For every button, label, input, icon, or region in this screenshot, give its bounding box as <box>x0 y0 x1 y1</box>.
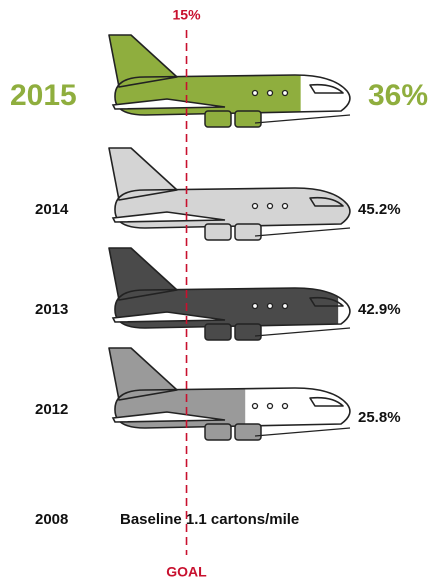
plane-tail <box>108 247 178 301</box>
plane-window <box>266 402 274 410</box>
plane-body <box>114 74 351 116</box>
plane-body <box>114 287 351 329</box>
plane-cockpit <box>309 396 344 407</box>
category-label: 2014 <box>35 201 69 218</box>
plane-shadow <box>254 227 351 237</box>
plane-shadow <box>254 327 351 337</box>
plane-body <box>114 187 351 229</box>
plane <box>108 34 351 128</box>
value-label: 45.2% <box>358 201 401 218</box>
value-label: 42.9% <box>358 301 401 318</box>
category-label: 2012 <box>35 401 68 418</box>
plane <box>108 347 351 441</box>
plane-engine <box>204 110 232 128</box>
plane-window <box>281 302 289 310</box>
category-label: 2015 <box>10 79 77 112</box>
plane <box>108 147 351 241</box>
plane-wing <box>111 211 226 223</box>
plane-cockpit <box>309 296 344 307</box>
plane-engine <box>234 110 262 128</box>
plane-window <box>251 302 259 310</box>
goal-label: GOAL <box>166 564 207 580</box>
plane-window <box>266 302 274 310</box>
plane-engine <box>234 323 262 341</box>
plane-wing <box>111 311 226 323</box>
plane-shadow <box>254 427 351 437</box>
plane-window <box>251 402 259 410</box>
plane-window <box>281 202 289 210</box>
plane-tail <box>108 34 178 88</box>
plane-window <box>281 89 289 97</box>
plane-tail <box>108 147 178 201</box>
plane-engine <box>234 423 262 441</box>
plane-shadow <box>254 114 351 124</box>
baseline-label: Baseline 1.1 cartons/mile <box>120 511 299 528</box>
goal-value-label: 15% <box>173 7 202 23</box>
plane-engine <box>234 223 262 241</box>
value-label: 25.8% <box>358 409 401 426</box>
category-label: 2013 <box>35 301 68 318</box>
baseline-category: 2008 <box>35 511 68 528</box>
plane-engine <box>204 223 232 241</box>
plane-body <box>114 387 351 429</box>
plane-engine <box>204 423 232 441</box>
plane-engine <box>204 323 232 341</box>
plane-window <box>266 202 274 210</box>
plane-cockpit <box>309 196 344 207</box>
plane-window <box>266 89 274 97</box>
plane-cockpit <box>309 83 344 94</box>
value-label: 36% <box>368 79 428 112</box>
plane-window <box>251 202 259 210</box>
plane-tail <box>108 347 178 401</box>
plane-window <box>281 402 289 410</box>
plane-wing <box>111 411 226 423</box>
plane <box>108 247 351 341</box>
plane-window <box>251 89 259 97</box>
plane-wing <box>111 98 226 110</box>
